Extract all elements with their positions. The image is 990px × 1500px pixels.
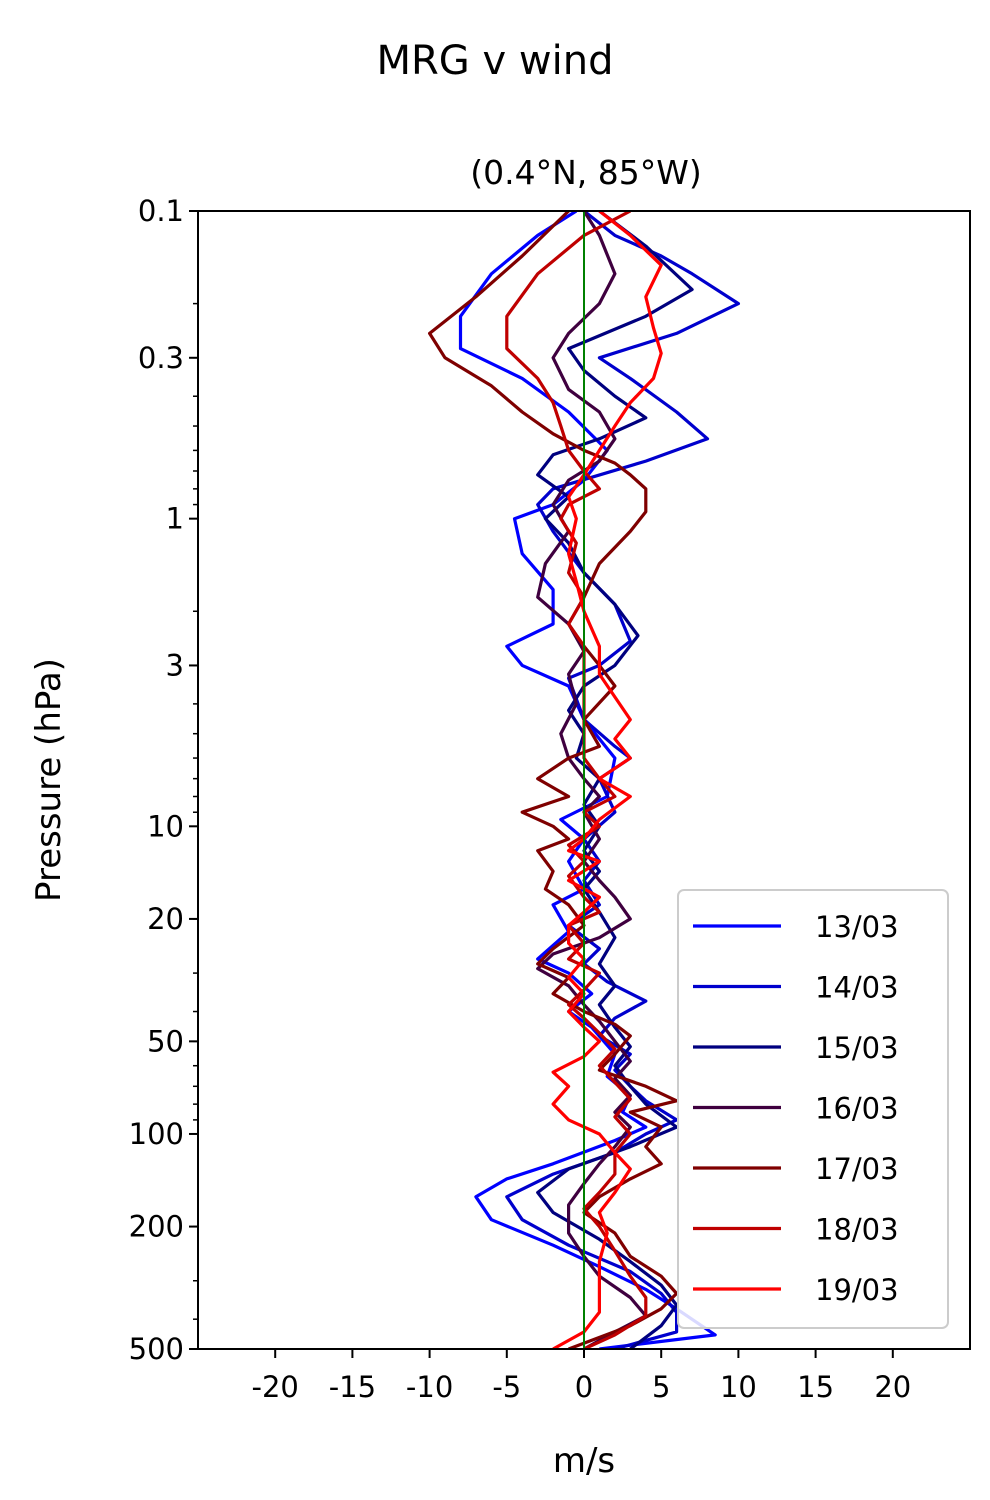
legend-label: 16/03	[815, 1092, 899, 1126]
x-tick-label: -10	[406, 1370, 453, 1404]
x-tick-label: 20	[874, 1370, 911, 1404]
x-axis-ticks: -20 -15 -10 -5 0 5 10 15 20	[252, 1349, 911, 1404]
x-tick-label: 15	[797, 1370, 834, 1404]
y-tick-label: 3	[166, 648, 184, 682]
legend: 13/03 14/03 15/03 16/03 17/03 18/03 19/03	[677, 889, 949, 1329]
y-axis-label: Pressure (hPa)	[29, 658, 69, 902]
x-tick-label: 5	[652, 1370, 670, 1404]
y-tick-label: 0.1	[138, 194, 184, 228]
chart-subtitle: (0.4°N, 85°W)	[470, 153, 702, 192]
series-line-19-03	[551, 211, 663, 1349]
legend-items: 13/03 14/03 15/03 16/03 17/03 18/03 19/03	[693, 910, 899, 1307]
y-tick-label: 100	[129, 1117, 184, 1151]
legend-label: 13/03	[815, 910, 899, 944]
y-tick-label: 0.3	[138, 341, 184, 375]
legend-label: 17/03	[815, 1152, 899, 1186]
y-tick-label: 500	[129, 1332, 184, 1366]
legend-label: 18/03	[815, 1213, 899, 1247]
y-tick-label: 10	[147, 809, 184, 843]
chart-title: MRG v wind	[377, 38, 614, 84]
x-tick-label: -15	[329, 1370, 376, 1404]
legend-label: 14/03	[815, 971, 899, 1005]
x-tick-label: 10	[720, 1370, 757, 1404]
series-line-16-03	[536, 211, 648, 1349]
x-tick-label: -20	[252, 1370, 299, 1404]
y-axis-ticks: 0.1 0.3 1 3 10 20 50 100 200 500	[129, 194, 198, 1366]
legend-label: 15/03	[815, 1031, 899, 1065]
series-line-18-03	[505, 211, 648, 1349]
series-layer	[428, 211, 740, 1349]
legend-box	[677, 889, 949, 1329]
x-axis-label: m/s	[553, 1441, 615, 1481]
series-line-17-03	[428, 211, 679, 1349]
y-tick-label: 200	[129, 1210, 184, 1244]
y-tick-label: 50	[147, 1024, 184, 1058]
y-tick-label: 20	[147, 902, 184, 936]
y-tick-label: 1	[166, 502, 184, 536]
x-tick-label: 0	[575, 1370, 593, 1404]
x-tick-label: -5	[492, 1370, 521, 1404]
legend-label: 19/03	[815, 1273, 899, 1307]
